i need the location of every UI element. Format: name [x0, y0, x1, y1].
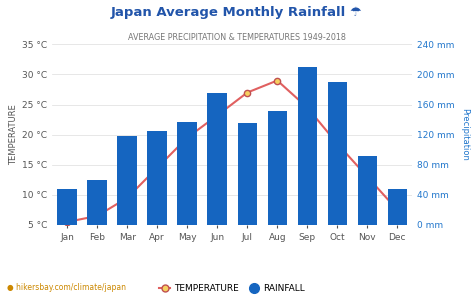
Text: AVERAGE PRECIPITATION & TEMPERATURES 1949-2018: AVERAGE PRECIPITATION & TEMPERATURES 194… [128, 33, 346, 41]
Bar [328, 82, 347, 225]
Bar [388, 189, 407, 225]
Legend: TEMPERATURE, RAINFALL: TEMPERATURE, RAINFALL [155, 280, 309, 296]
Bar [357, 156, 377, 225]
Bar [298, 67, 317, 225]
Bar [118, 136, 137, 225]
Y-axis label: Precipitation: Precipitation [460, 108, 469, 161]
Bar [87, 180, 107, 225]
Text: Japan Average Monthly Rainfall ☂: Japan Average Monthly Rainfall ☂ [111, 6, 363, 19]
Bar [147, 131, 167, 225]
Bar [267, 111, 287, 225]
Text: ● hikersbay.com/climate/japan: ● hikersbay.com/climate/japan [7, 283, 126, 292]
Bar [208, 93, 227, 225]
Bar [237, 123, 257, 225]
Y-axis label: TEMPERATURE: TEMPERATURE [9, 104, 18, 165]
Bar [57, 189, 77, 225]
Bar [177, 122, 197, 225]
